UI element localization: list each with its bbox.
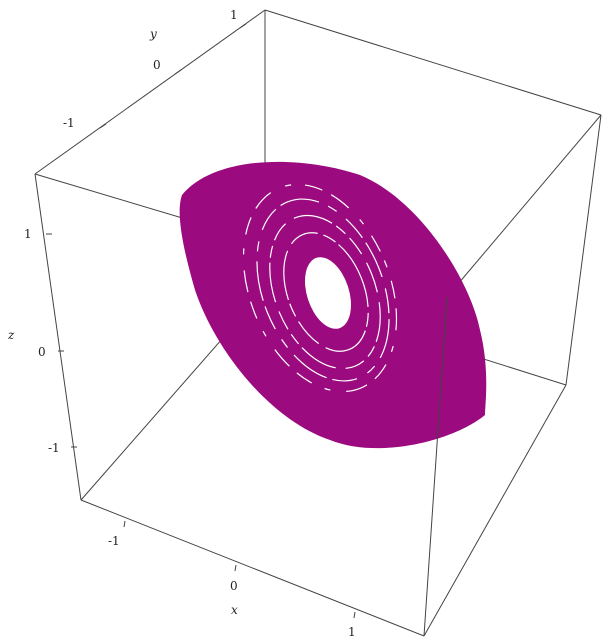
z-axis: 1 0 -1 z: [7, 227, 77, 455]
x-tick-0: [234, 564, 237, 572]
box-edge-top-back: [264, 9, 602, 116]
y-tick--1: [99, 123, 107, 129]
y-tick-label-0: 0: [153, 58, 161, 72]
attractor-hole: [304, 257, 352, 329]
y-tick-label--1: -1: [63, 116, 75, 130]
z-tick-label--1: -1: [48, 441, 60, 455]
ring-1: [283, 232, 369, 352]
y-tick-0: [174, 69, 182, 75]
x-tick-label--1: -1: [108, 534, 120, 548]
x-tick--1: [123, 520, 126, 528]
box-edge-front-bottom: [80, 499, 425, 637]
x-tick-label-0: 0: [230, 579, 238, 593]
box-edge-left-vertical: [34, 173, 82, 501]
x-axis-label: x: [231, 603, 238, 617]
y-tick-1: [239, 23, 247, 29]
ring-2: [269, 214, 381, 370]
ring-3: [256, 198, 390, 382]
y-tick-label-1: 1: [230, 8, 238, 22]
box-edge-right-bottom: [423, 384, 567, 637]
attractor-inner-rings: [242, 183, 398, 393]
ring-4: [242, 183, 398, 393]
x-axis: -1 0 1 x: [108, 520, 356, 639]
box-edge-front-vertical: [423, 296, 448, 637]
z-tick-label-0: 0: [38, 345, 46, 359]
x-tick-1: [353, 611, 356, 619]
box-edge-right-vertical: [565, 114, 602, 386]
y-axis-label: y: [149, 27, 157, 41]
box-edge-front-right: [446, 114, 602, 298]
z-axis-label: z: [7, 328, 15, 342]
box-edge-top-left: [34, 9, 266, 175]
y-axis: 1 0 -1 y: [63, 8, 247, 130]
z-tick-label-1: 1: [24, 227, 32, 241]
bounding-box-front: [34, 114, 602, 637]
x-tick-label-1: 1: [348, 625, 356, 639]
attractor-surface: [179, 161, 487, 449]
